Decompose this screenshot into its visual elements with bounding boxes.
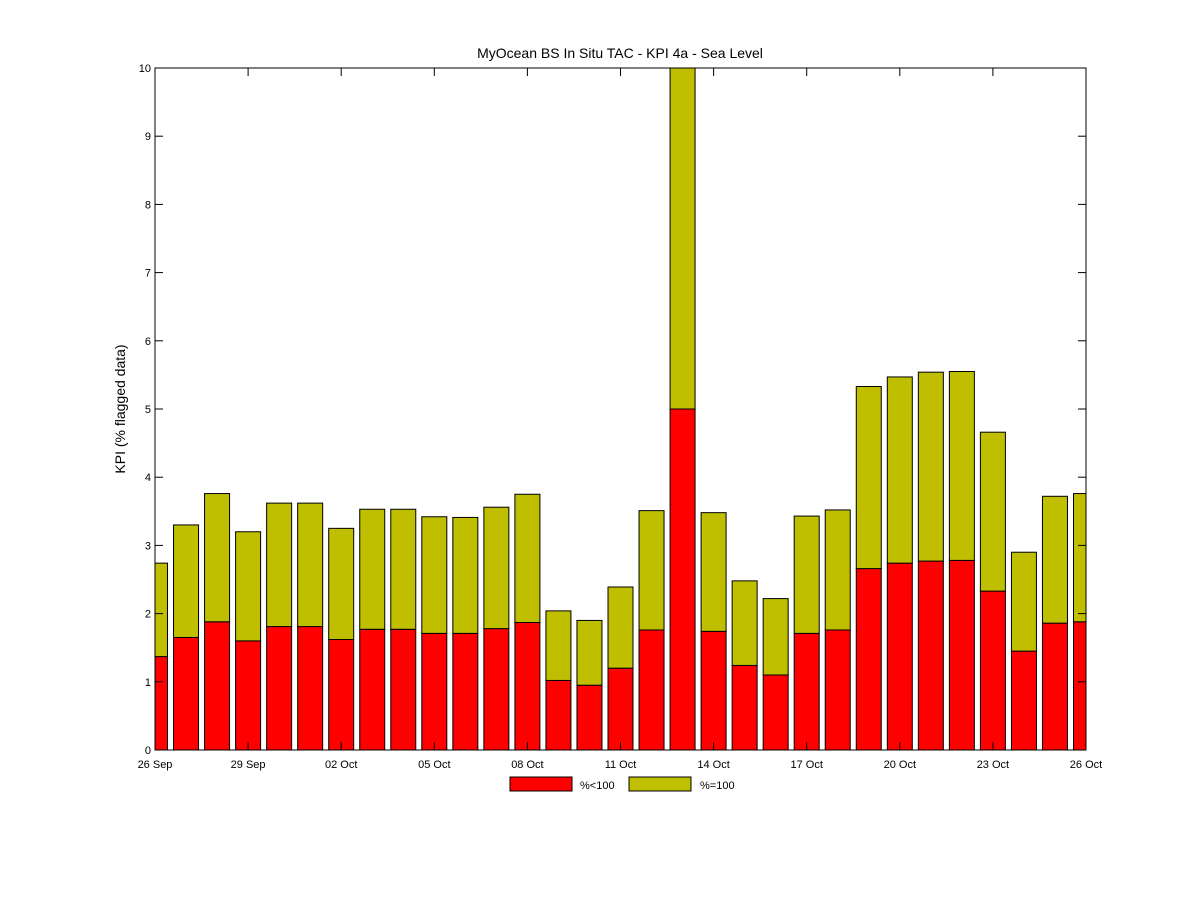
bar-lt100 — [483, 628, 510, 750]
bar-lt100 — [1010, 650, 1037, 750]
x-axis: 26 Sep 29 Sep 02 Oct 05 Oct 08 Oct 11 Oct 14 O… — [138, 68, 1102, 771]
bar-eq100 — [700, 512, 727, 632]
bar-lt100 — [155, 656, 168, 750]
bar-eq100 — [979, 431, 1006, 592]
y-tick-label: 2 — [145, 609, 151, 621]
bar-lt100 — [824, 629, 851, 750]
x-tick-label: 20 Oct — [884, 759, 916, 771]
bar-eq100 — [824, 509, 851, 631]
bar-eq100 — [545, 610, 572, 681]
bar-lt100 — [235, 640, 262, 750]
y-tick-label: 8 — [145, 199, 151, 211]
bar-eq100 — [855, 385, 882, 570]
bar-eq100 — [793, 515, 820, 634]
bar-lt100 — [1041, 622, 1068, 750]
legend-label: %=100 — [700, 780, 735, 792]
bar-eq100 — [514, 493, 541, 623]
bar-eq100 — [669, 68, 696, 410]
x-tick-label: 11 Oct — [605, 759, 637, 771]
bar-eq100 — [1041, 495, 1068, 624]
bar-lt100 — [731, 664, 758, 750]
bar-eq100 — [235, 531, 262, 642]
bar-eq100 — [948, 370, 975, 561]
bar-lt100 — [328, 639, 355, 750]
bar-eq100 — [204, 493, 231, 623]
legend: %<100 %=100 — [509, 776, 735, 792]
x-tick-label: 26 Oct — [1070, 759, 1102, 771]
bar-lt100 — [266, 626, 293, 750]
y-axis: 0 1 2 3 4 5 6 7 8 9 10 — [139, 63, 1086, 757]
bar-lt100 — [421, 632, 448, 750]
bar-eq100 — [917, 371, 944, 562]
legend-label: %<100 — [580, 780, 615, 792]
y-tick-label: 0 — [145, 745, 151, 757]
x-tick-label: 05 Oct — [418, 759, 450, 771]
x-tick-label: 02 Oct — [325, 759, 357, 771]
y-axis-label: KPI (% flagged data) — [112, 344, 128, 473]
y-tick-label: 9 — [145, 131, 151, 143]
y-tick-label: 7 — [145, 268, 151, 280]
bar-lt100 — [638, 629, 665, 750]
bar-eq100 — [1073, 493, 1086, 623]
bar-eq100 — [155, 562, 168, 658]
bar-eq100 — [452, 516, 479, 634]
x-tick-label: 14 Oct — [697, 759, 729, 771]
bar-lt100 — [979, 590, 1006, 750]
bar-lt100 — [762, 674, 789, 750]
bar-eq100 — [1010, 551, 1037, 652]
x-tick-label: 26 Sep — [138, 759, 173, 771]
bar-lt100 — [700, 630, 727, 750]
bar-eq100 — [359, 508, 386, 630]
chart-title: MyOcean BS In Situ TAC - KPI 4a - Sea Le… — [477, 45, 763, 61]
y-tick-label: 10 — [139, 63, 151, 75]
y-tick-label: 1 — [145, 677, 151, 689]
bar-eq100 — [762, 598, 789, 676]
legend-swatch — [628, 776, 692, 792]
y-tick-label: 5 — [145, 404, 151, 416]
bar-lt100 — [669, 408, 696, 750]
bar-lt100 — [886, 562, 913, 750]
bars-layer — [155, 68, 1086, 750]
bar-lt100 — [545, 679, 572, 750]
bar-eq100 — [638, 510, 665, 631]
bar-lt100 — [359, 628, 386, 750]
bar-lt100 — [948, 559, 975, 750]
legend-swatch — [509, 776, 573, 792]
x-tick-label: 17 Oct — [790, 759, 822, 771]
bar-eq100 — [266, 502, 293, 628]
y-tick-label: 6 — [145, 336, 151, 348]
bar-lt100 — [917, 560, 944, 750]
bar-lt100 — [607, 667, 634, 750]
bar-lt100 — [452, 632, 479, 750]
bar-eq100 — [328, 527, 355, 641]
bar-eq100 — [390, 508, 417, 630]
bar-lt100 — [793, 632, 820, 750]
bar-lt100 — [1073, 621, 1086, 750]
y-tick-label: 3 — [145, 540, 151, 552]
bar-eq100 — [886, 376, 913, 564]
bar-lt100 — [390, 628, 417, 750]
bar-eq100 — [173, 524, 200, 638]
bar-eq100 — [421, 516, 448, 634]
bar-eq100 — [483, 506, 510, 630]
x-tick-label: 23 Oct — [977, 759, 1009, 771]
bar-eq100 — [731, 580, 758, 666]
bar-lt100 — [204, 621, 231, 750]
bar-lt100 — [855, 568, 882, 750]
bar-eq100 — [607, 586, 634, 669]
bar-eq100 — [576, 619, 603, 686]
y-tick-label: 4 — [145, 472, 151, 484]
bar-lt100 — [576, 684, 603, 750]
bar-eq100 — [297, 502, 324, 628]
bar-lt100 — [514, 621, 541, 750]
x-tick-label: 29 Sep — [231, 759, 266, 771]
bar-lt100 — [297, 626, 324, 750]
bar-lt100 — [173, 636, 200, 750]
x-tick-label: 08 Oct — [511, 759, 543, 771]
